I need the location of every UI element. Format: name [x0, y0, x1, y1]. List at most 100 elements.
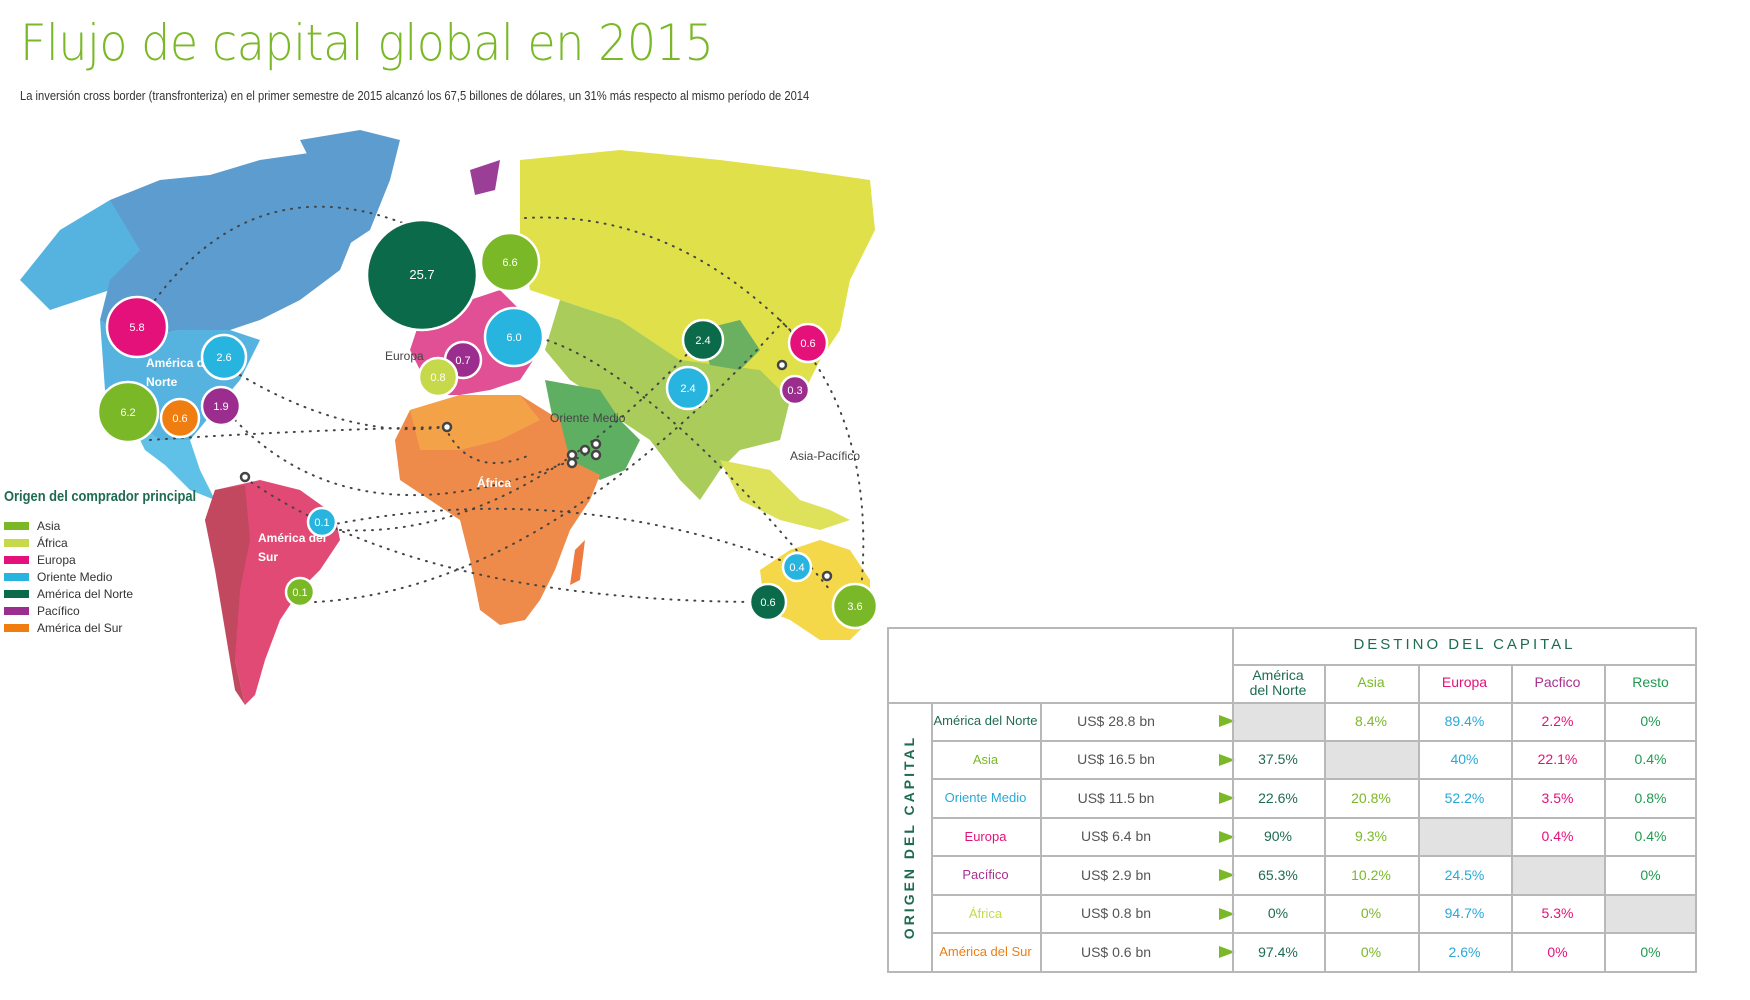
legend-item: Oriente Medio — [4, 568, 227, 585]
legend-label: Europa — [37, 552, 76, 567]
page-subtitle: La inversión cross border (transfronteri… — [20, 88, 810, 103]
destination-header: DESTINO DEL CAPITAL — [1353, 636, 1576, 654]
bubble: 1.9 — [200, 385, 242, 427]
bubble-value: 6.0 — [506, 332, 521, 344]
percent-cell: 0% — [1267, 905, 1289, 922]
bubble: 0.3 — [779, 374, 811, 406]
column-header: América del Norte — [1249, 666, 1307, 698]
row-amount: US$ 2.9 bn — [1080, 866, 1152, 883]
percent-cell: 90% — [1263, 828, 1293, 845]
row-amount: US$ 28.8 bn — [1077, 712, 1155, 729]
percent-cell: 52.2% — [1444, 789, 1485, 806]
arrow-right-icon — [1219, 946, 1235, 959]
percent-cell: 5.3% — [1541, 905, 1574, 922]
percent-cell: 0.4% — [1634, 751, 1667, 768]
table-gridline — [887, 702, 1697, 704]
bubble: 6.2 — [96, 380, 160, 444]
legend-swatch — [4, 572, 29, 581]
table-gridline — [887, 627, 889, 972]
table-gridline — [887, 627, 1697, 629]
arrow-right-icon — [1219, 753, 1235, 766]
legend-item: Europa — [4, 551, 227, 568]
bubble: 5.8 — [105, 295, 169, 359]
column-header: Asia — [1357, 674, 1385, 691]
middle-east-landmass — [545, 380, 640, 480]
table-gridline — [931, 893, 1697, 896]
percent-cell: 97.4% — [1258, 943, 1298, 960]
percent-cell: 20.8% — [1351, 789, 1391, 806]
table-gridline — [931, 778, 1697, 780]
table-gridline — [1604, 664, 1606, 972]
legend-items: Asia África Europa Oriente Medio América del… — [4, 517, 227, 636]
percent-cell: 22.6% — [1258, 789, 1298, 806]
legend: Origen del comprador principal Asia Áfric… — [4, 488, 227, 636]
bubble-value: 0.1 — [292, 587, 307, 599]
bubble-value: 2.6 — [216, 352, 231, 364]
bubble: 6.0 — [483, 306, 545, 368]
empty-cell — [1418, 817, 1511, 856]
table-gridline — [931, 932, 1697, 934]
bubble-value: 2.4 — [695, 335, 710, 347]
row-origin: Asia — [972, 751, 999, 767]
row-origin: Oriente Medio — [944, 790, 1027, 806]
percent-cell: 10.2% — [1351, 866, 1391, 883]
table-gridline — [931, 816, 1697, 819]
arrow-right-icon — [1219, 792, 1235, 805]
table-gridline — [1511, 664, 1513, 972]
table-gridline — [931, 702, 933, 972]
legend-label: Pacífico — [37, 603, 80, 618]
percent-cell: 89.4% — [1444, 712, 1485, 729]
bubble: 0.8 — [417, 356, 459, 398]
legend-label: América del Norte — [37, 586, 134, 601]
row-amount: US$ 11.5 bn — [1077, 789, 1155, 806]
percent-cell: 2.6% — [1448, 943, 1481, 960]
arrow-right-icon — [1219, 830, 1235, 843]
percent-cell: 0% — [1640, 943, 1661, 960]
bubble: 6.6 — [479, 231, 541, 293]
table-gridline — [1232, 664, 1697, 666]
bubble-value: 0.7 — [455, 355, 470, 367]
legend-swatch — [4, 606, 29, 615]
row-origin: Europa — [964, 828, 1007, 844]
percent-cell: 24.5% — [1444, 866, 1485, 883]
flow-lines — [149, 205, 865, 603]
empty-cell — [1232, 702, 1324, 741]
arrow-right-icon — [1219, 907, 1235, 920]
bubble: 0.6 — [787, 322, 829, 364]
legend-item: África — [4, 534, 227, 551]
bubble-value: 6.2 — [120, 407, 135, 419]
percent-cell: 0.4% — [1541, 828, 1574, 845]
bubble-value: 5.8 — [129, 322, 144, 334]
bubble: 0.6 — [159, 397, 201, 439]
legend-label: Asia — [37, 518, 61, 533]
percent-cell: 0.8% — [1634, 789, 1667, 806]
bubble: 0.6 — [748, 582, 788, 622]
row-amount: US$ 0.6 bn — [1080, 943, 1152, 960]
bubble: 2.4 — [681, 318, 725, 362]
capital-flow-table: ORIGEN DEL CAPITAL DESTINO DEL CAPITAL A… — [887, 627, 1697, 973]
bubble-value: 0.4 — [789, 562, 804, 574]
bubble-value: 25.7 — [409, 267, 434, 282]
bubble-value: 0.6 — [172, 413, 187, 425]
bubble-value: 2.4 — [680, 383, 695, 395]
percent-cell: 94.7% — [1444, 905, 1485, 922]
bubble: 0.1 — [284, 576, 316, 608]
bubble-value: 0.6 — [760, 597, 775, 609]
legend-label: América del Sur — [37, 620, 123, 635]
bubble: 0.1 — [306, 506, 338, 538]
percent-cell: 0.4% — [1634, 828, 1667, 845]
percent-cell: 0% — [1360, 943, 1382, 960]
table-gridline — [931, 739, 1697, 742]
row-amount: US$ 0.8 bn — [1080, 905, 1152, 922]
row-origin: Pacífico — [962, 867, 1009, 883]
percent-cell: 2.2% — [1541, 712, 1574, 729]
north-america-landmass — [20, 130, 400, 500]
row-origin: América del Norte — [933, 713, 1038, 729]
bubble-value: 3.6 — [847, 601, 862, 613]
bubble-value: 0.8 — [430, 372, 445, 384]
empty-cell — [1324, 740, 1418, 779]
row-amount: US$ 6.4 bn — [1080, 828, 1152, 845]
bubble-value: 6.6 — [502, 257, 517, 269]
percent-cell: 22.1% — [1537, 751, 1578, 768]
origin-axis-label: ORIGEN DEL CAPITAL — [887, 702, 931, 972]
